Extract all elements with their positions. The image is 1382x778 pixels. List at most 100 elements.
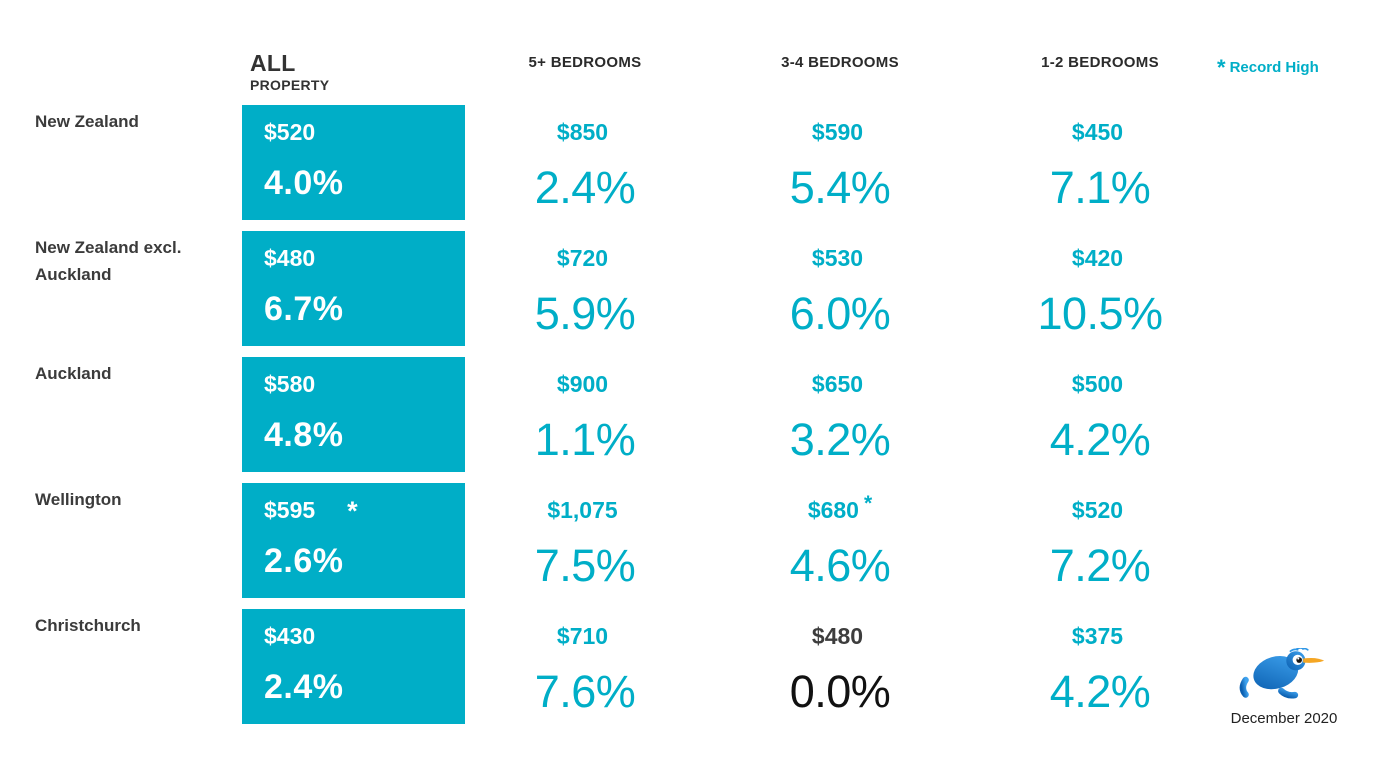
annual-change: 7.6% bbox=[534, 666, 636, 717]
weekly-rent: $850 bbox=[465, 120, 705, 146]
weekly-rent: $710 bbox=[465, 624, 705, 650]
weekly-rent: $590 bbox=[705, 120, 975, 146]
rent-value: $900 bbox=[556, 371, 609, 397]
annual-change: 2.6% bbox=[264, 542, 344, 580]
bedroom-cell-5plus: $850 2.4% bbox=[465, 105, 705, 220]
bedroom-cell-1-2: $500 4.2% bbox=[975, 357, 1225, 472]
record-high-label: Record High bbox=[1229, 59, 1319, 76]
all-property-box: $595 * 2.6% bbox=[242, 483, 465, 598]
rent-value: $680 bbox=[807, 497, 859, 523]
bedroom-cell-1-2: $520 7.2% bbox=[975, 483, 1225, 598]
rent-value: $1,075 bbox=[547, 497, 618, 523]
region-label: Auckland bbox=[35, 364, 112, 383]
bedroom-cell-1-2: $450 7.1% bbox=[975, 105, 1225, 220]
annual-change: 4.6% bbox=[789, 540, 891, 591]
annual-change: 5.4% bbox=[789, 162, 891, 213]
rent-value: $530 bbox=[811, 245, 864, 271]
annual-change: 4.8% bbox=[264, 416, 344, 454]
weekly-rent: $480 bbox=[705, 624, 975, 650]
column-header-1-2-bedrooms: 1-2 BEDROOMS bbox=[1041, 54, 1159, 71]
rent-value: $710 bbox=[556, 623, 609, 649]
weekly-rent: $1,075 bbox=[465, 498, 705, 524]
annual-change: 0.0% bbox=[789, 666, 891, 717]
rent-summary-table: ALL PROPERTY 5+ BEDROOMS 3-4 BEDROOMS 1-… bbox=[0, 0, 1382, 724]
region-label: New Zealand bbox=[35, 112, 139, 131]
weekly-rent: $680 * bbox=[705, 492, 975, 524]
weekly-rent: $450 bbox=[975, 120, 1225, 146]
weekly-rent: $480 bbox=[264, 244, 445, 271]
bedroom-cell-1-2: $375 4.2% bbox=[975, 609, 1225, 724]
annual-change: 4.2% bbox=[1049, 414, 1151, 465]
weekly-rent: $375 bbox=[975, 624, 1225, 650]
annual-change: 7.5% bbox=[534, 540, 636, 591]
rent-value: $375 bbox=[1071, 623, 1124, 649]
annual-change: 3.2% bbox=[789, 414, 891, 465]
record-high-asterisk: * bbox=[863, 492, 873, 515]
weekly-rent: $530 bbox=[705, 246, 975, 272]
weekly-rent: $430 bbox=[264, 622, 445, 649]
annual-change: 4.0% bbox=[264, 164, 344, 202]
bedroom-cell-3-4: $590 5.4% bbox=[705, 105, 975, 220]
record-high-asterisk: * bbox=[347, 496, 358, 526]
all-property-box: $520 4.0% bbox=[242, 105, 465, 220]
bedroom-cell-3-4: $650 3.2% bbox=[705, 357, 975, 472]
rent-value: $520 bbox=[1071, 497, 1124, 523]
all-property-label-line2: PROPERTY bbox=[250, 77, 330, 93]
asterisk-icon: * bbox=[1217, 55, 1226, 80]
annual-change: 1.1% bbox=[534, 414, 636, 465]
weekly-rent: $720 bbox=[465, 246, 705, 272]
bedroom-cell-5plus: $710 7.6% bbox=[465, 609, 705, 724]
annual-change: 5.9% bbox=[534, 288, 636, 339]
annual-change: 6.7% bbox=[264, 290, 344, 328]
annual-change: 2.4% bbox=[534, 162, 636, 213]
weekly-rent: $595 * bbox=[264, 496, 445, 526]
annual-change: 7.1% bbox=[1049, 162, 1151, 213]
weekly-rent: $520 bbox=[975, 498, 1225, 524]
bedroom-cell-3-4: $680 * 4.6% bbox=[705, 483, 975, 598]
column-header-all-property: ALL PROPERTY bbox=[242, 0, 465, 94]
rent-value: $650 bbox=[811, 371, 864, 397]
region-label: New Zealand excl. Auckland bbox=[35, 238, 182, 284]
record-high-legend: * Record High bbox=[1217, 0, 1382, 94]
row-spacer bbox=[1225, 231, 1382, 346]
all-property-box: $580 4.8% bbox=[242, 357, 465, 472]
row-spacer bbox=[1225, 483, 1382, 598]
bedroom-cell-5plus: $900 1.1% bbox=[465, 357, 705, 472]
bedroom-cell-5plus: $1,075 7.5% bbox=[465, 483, 705, 598]
bedroom-cell-5plus: $720 5.9% bbox=[465, 231, 705, 346]
weekly-rent: $420 bbox=[975, 246, 1225, 272]
rent-value: $595 bbox=[264, 497, 316, 523]
bedroom-cell-1-2: $420 10.5% bbox=[975, 231, 1225, 346]
rent-value: $590 bbox=[811, 119, 864, 145]
annual-change: 4.2% bbox=[1049, 666, 1151, 717]
weekly-rent: $900 bbox=[465, 372, 705, 398]
weekly-rent: $580 bbox=[264, 370, 445, 397]
row-spacer bbox=[1225, 357, 1382, 472]
all-property-box: $430 2.4% bbox=[242, 609, 465, 724]
bedroom-cell-3-4: $480 0.0% bbox=[705, 609, 975, 724]
weekly-rent: $650 bbox=[705, 372, 975, 398]
rent-value: $480 bbox=[811, 623, 864, 649]
footer: December 2020 bbox=[1214, 647, 1354, 727]
column-header-3-4-bedrooms: 3-4 BEDROOMS bbox=[781, 54, 899, 71]
annual-change: 10.5% bbox=[1037, 288, 1163, 339]
region-label: Wellington bbox=[35, 490, 122, 509]
annual-change: 2.4% bbox=[264, 668, 344, 706]
bedroom-cell-3-4: $530 6.0% bbox=[705, 231, 975, 346]
region-label: Christchurch bbox=[35, 616, 141, 635]
rent-value: $420 bbox=[1071, 245, 1124, 271]
rent-value: $580 bbox=[264, 371, 316, 397]
period-label: December 2020 bbox=[1230, 710, 1338, 727]
weekly-rent: $520 bbox=[264, 118, 445, 145]
row-spacer bbox=[1225, 105, 1382, 220]
all-property-box: $480 6.7% bbox=[242, 231, 465, 346]
rent-value: $430 bbox=[264, 623, 316, 649]
rent-value: $480 bbox=[264, 245, 316, 271]
rent-value: $500 bbox=[1071, 371, 1124, 397]
rent-value: $450 bbox=[1071, 119, 1124, 145]
annual-change: 7.2% bbox=[1049, 540, 1151, 591]
header-spacer bbox=[0, 0, 242, 94]
annual-change: 6.0% bbox=[789, 288, 891, 339]
rent-value: $850 bbox=[556, 119, 609, 145]
kiwi-bird-logo bbox=[1239, 647, 1325, 699]
